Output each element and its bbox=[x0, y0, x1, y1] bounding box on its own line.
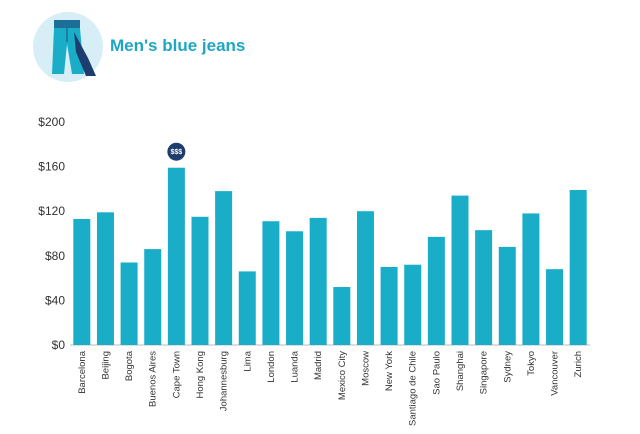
y-tick-label: $0 bbox=[52, 338, 66, 352]
bar-barcelona bbox=[73, 219, 91, 345]
x-tick-label: Moscow bbox=[360, 351, 371, 386]
x-tick-label: Barcelona bbox=[77, 350, 88, 393]
bar-johannesburg bbox=[215, 191, 233, 345]
x-tick-label: Vancouver bbox=[550, 351, 561, 396]
x-tick-label: Mexico City bbox=[337, 351, 348, 400]
bar-moscow bbox=[356, 211, 374, 345]
bar-luanda bbox=[286, 231, 304, 345]
y-tick-label: $200 bbox=[38, 115, 65, 129]
bar-tokyo bbox=[522, 213, 540, 345]
annotation-label: $$$ bbox=[171, 149, 183, 156]
x-tick-label: Bogota bbox=[124, 350, 135, 381]
bar-singapore bbox=[475, 230, 493, 345]
bar-santiago-de-chile bbox=[404, 264, 422, 345]
x-tick-label: Tokyo bbox=[526, 351, 537, 376]
bar-new-york bbox=[380, 266, 398, 345]
x-tick-label: Buenos Aires bbox=[148, 351, 159, 407]
x-tick-label: Cape Town bbox=[171, 351, 182, 398]
y-tick-label: $120 bbox=[38, 204, 65, 218]
bar-vancouver bbox=[546, 269, 564, 345]
x-tick-label: Singapore bbox=[479, 351, 490, 394]
y-tick-label: $80 bbox=[45, 249, 65, 263]
bar-mexico-city bbox=[333, 287, 351, 345]
x-tick-label: Santiago de Chile bbox=[408, 351, 419, 426]
x-tick-label: Shanghai bbox=[455, 351, 466, 391]
bar-buenos-aires bbox=[144, 249, 162, 345]
y-tick-label: $40 bbox=[45, 293, 65, 307]
x-tick-label: New York bbox=[384, 351, 395, 391]
bar-lima bbox=[238, 271, 256, 345]
bar-zurich bbox=[569, 190, 587, 345]
x-tick-label: Beijing bbox=[100, 351, 111, 380]
bar-london bbox=[262, 221, 280, 345]
page-title: Men's blue jeans bbox=[110, 36, 246, 55]
x-tick-label: Madrid bbox=[313, 351, 324, 380]
bar-shanghai bbox=[451, 195, 469, 345]
annotation-badge bbox=[167, 142, 186, 161]
bar-cape-town bbox=[167, 167, 185, 345]
x-tick-label: Luanda bbox=[290, 350, 301, 382]
jeans-icon-graphic bbox=[33, 12, 103, 82]
x-tick-label: Zurich bbox=[573, 351, 584, 377]
x-tick-label: Johannesburg bbox=[219, 351, 230, 411]
jeans-icon bbox=[52, 20, 96, 76]
x-tick-label: Hong Kong bbox=[195, 351, 206, 399]
y-tick-label: $160 bbox=[38, 160, 65, 174]
x-tick-label: Lima bbox=[242, 350, 253, 371]
bar-hong-kong bbox=[191, 216, 209, 345]
bar-madrid bbox=[309, 217, 327, 345]
x-tick-label: London bbox=[266, 351, 277, 383]
bar-sydney bbox=[498, 246, 516, 345]
bar-sao-paulo bbox=[427, 236, 445, 345]
bar-beijing bbox=[96, 212, 114, 345]
bar-bogota bbox=[120, 262, 138, 345]
x-tick-label: Sydney bbox=[502, 351, 513, 383]
x-tick-label: Sao Paulo bbox=[431, 351, 442, 395]
